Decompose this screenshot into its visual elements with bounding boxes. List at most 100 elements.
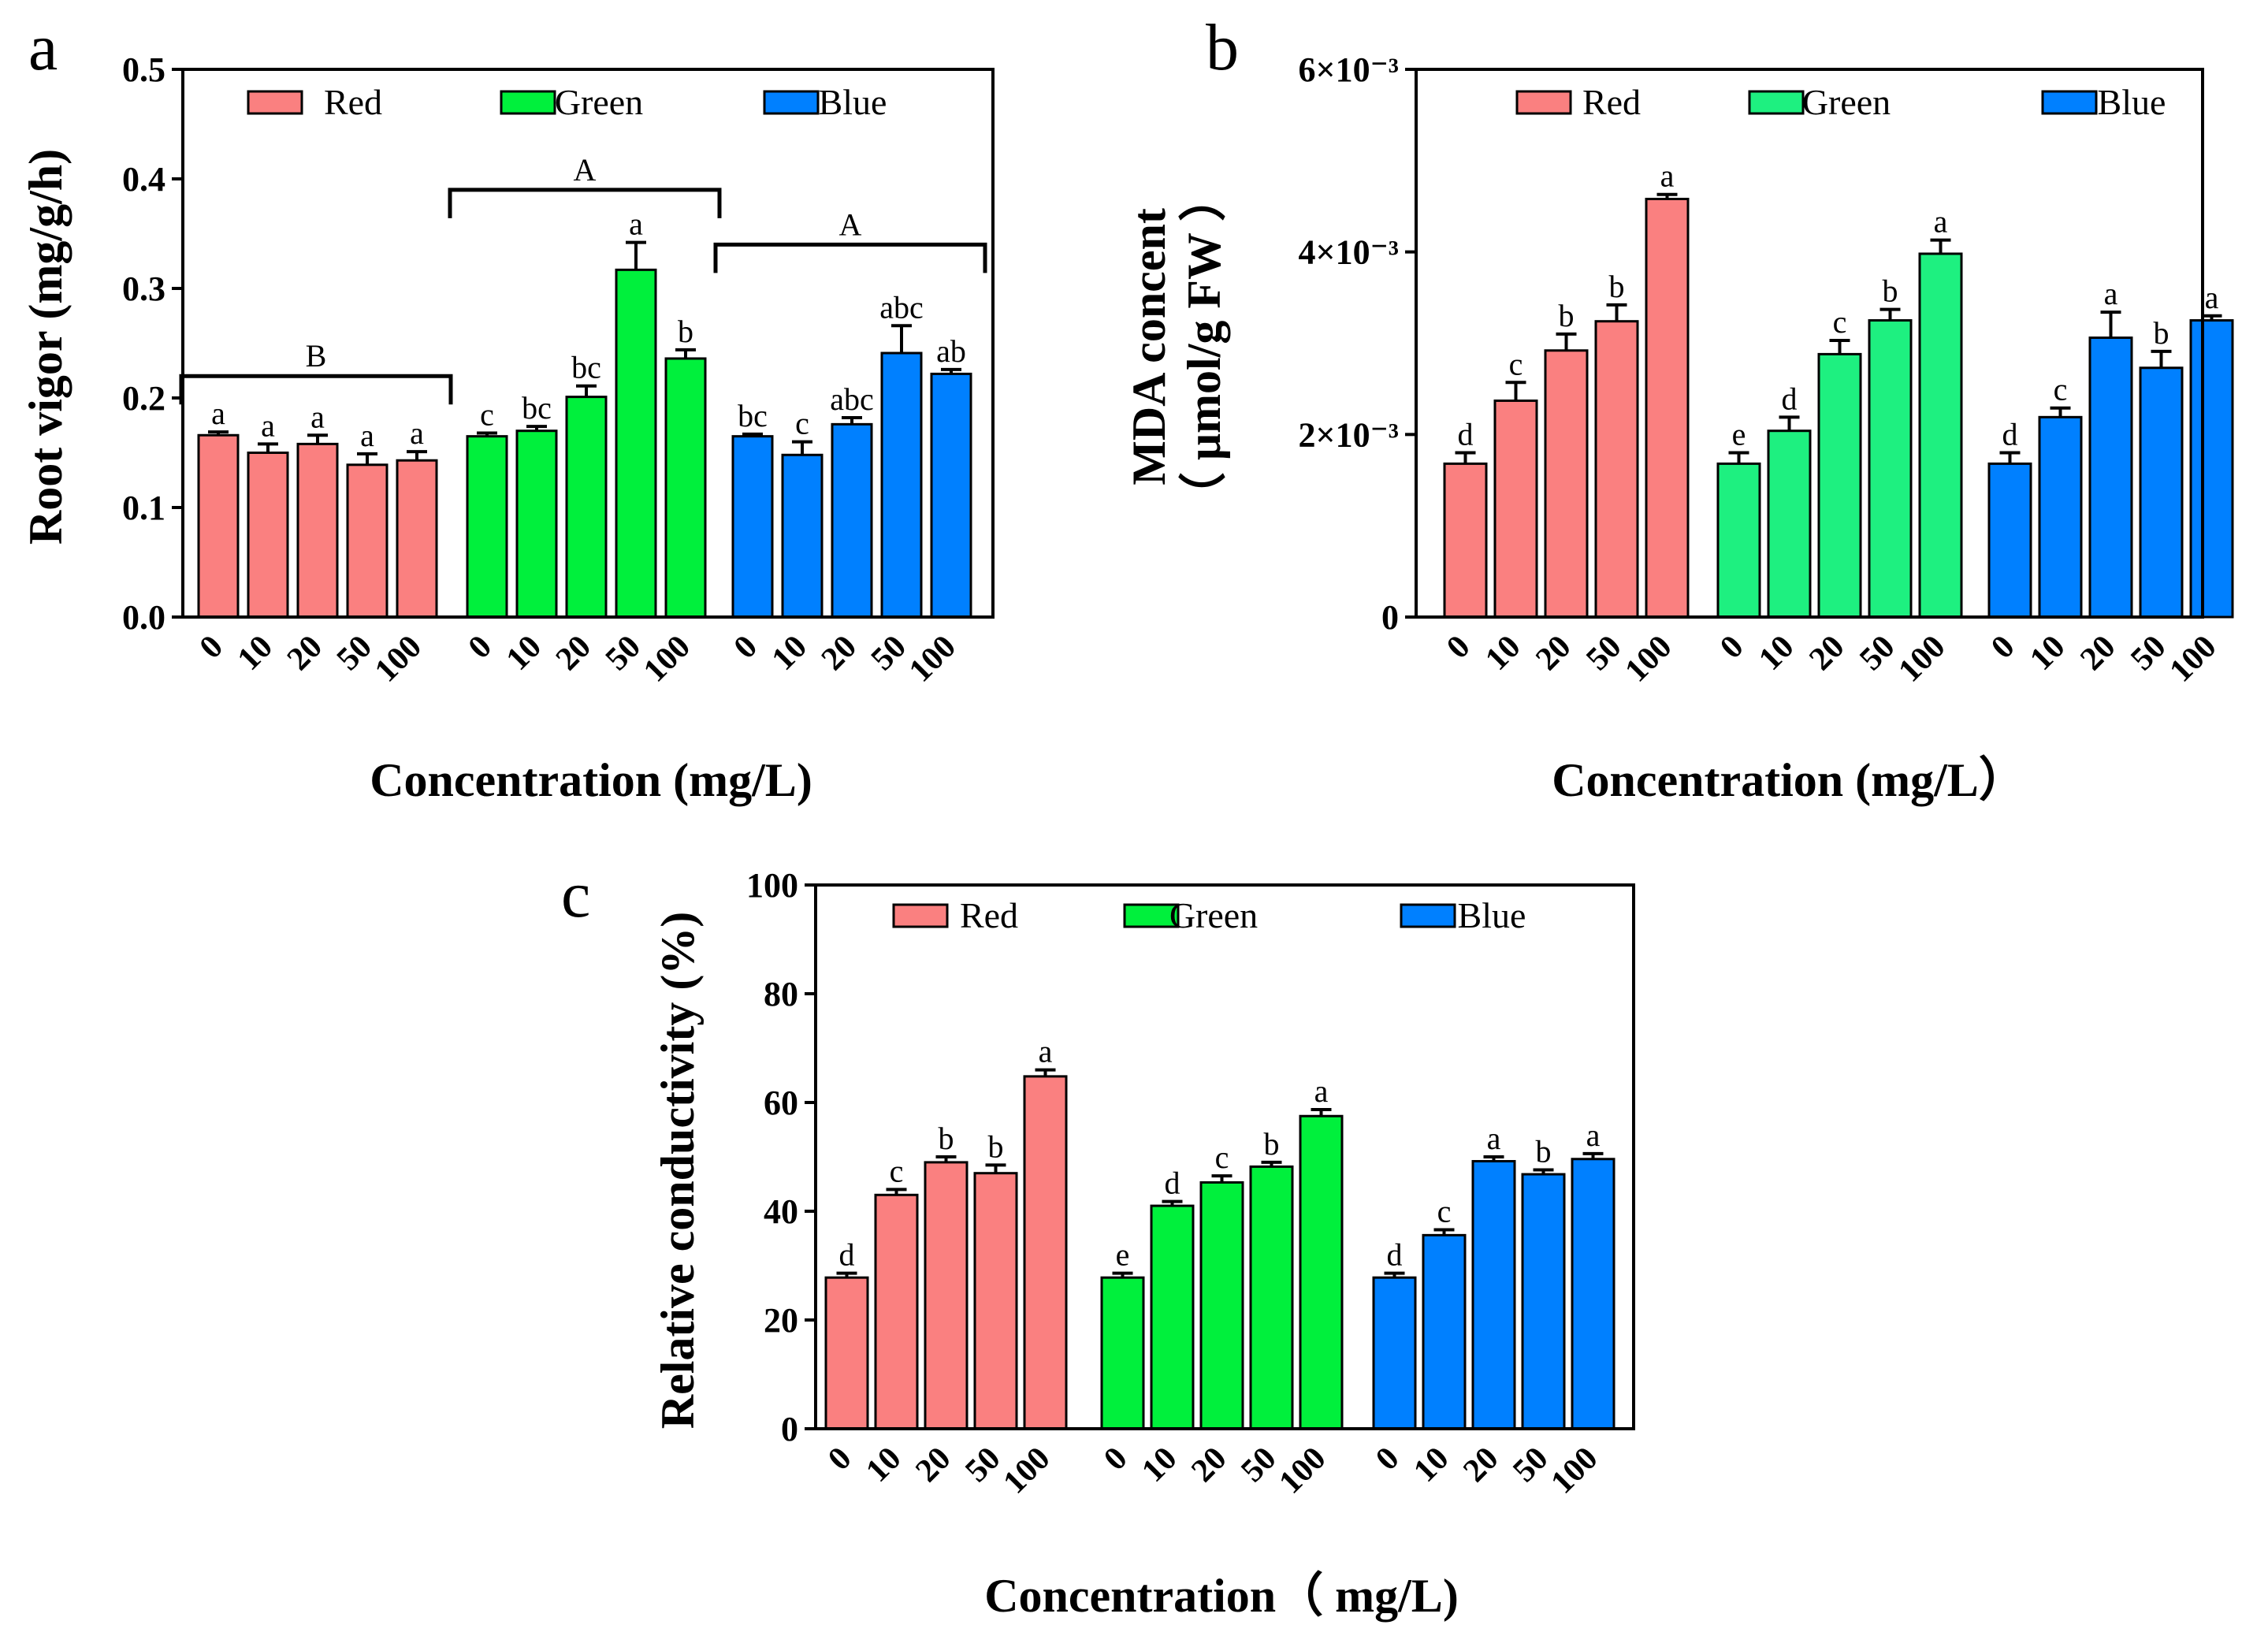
panel-c-significance-label: b [939,1121,954,1156]
panel-a-bar [296,442,339,619]
panel-b-x-tick-label: 50 [1853,629,1902,678]
panel-a-x-tick-label: 0 [193,629,230,666]
panel-b-x-tick-label: 20 [1529,629,1578,678]
panel-a-bar [197,433,240,619]
panel-a-x-axis-title: Concentration (mg/L) [370,754,812,806]
panel-c-legend-swatch [892,903,949,928]
panel-b-legend-label: Green [1802,82,1891,122]
panel-b-legend-label: Blue [2098,82,2166,122]
panel-b-axis-frame [1415,68,2204,619]
panel-b-bar [1767,429,1812,619]
panel-c-y-tick-label: 60 [764,1084,798,1122]
panel-c-legend-swatch [1400,903,1456,928]
panel-b-x-tick-label: 20 [2073,629,2122,678]
panel-b-y-tick-label: 4×10⁻³ [1299,233,1400,272]
panel-a-significance-label: a [410,415,424,451]
panel-a-legend-swatch [247,90,303,115]
panel-b-bar [1493,399,1538,619]
panel-c-x-tick-label: 100 [1272,1441,1333,1501]
panel-c-x-tick-label: 10 [1135,1441,1184,1489]
panel-c-axis-frame [814,883,1635,1430]
panel-a-legend-label: Green [555,82,643,122]
panel-a-significance-label: ab [936,333,966,369]
panel-c-y-tick-label: 100 [746,866,798,905]
panel-a-x-tick-label: 20 [549,629,598,678]
panel-a-x-tick-label: 20 [281,629,329,678]
panel-a-bar [930,372,972,619]
panel-a-x-tick-label: 100 [637,629,697,690]
panel-b-bar [2139,366,2184,619]
panel-c-significance-label: b [1536,1134,1552,1169]
panel-b-significance-label: c [2054,372,2068,407]
panel-b-y-tick-label: 2×10⁻³ [1299,415,1400,454]
panel-c-x-tick-label: 10 [1407,1441,1456,1489]
panel-c-x-tick-label: 0 [1097,1441,1134,1478]
panel-c-x-axis-title: Concentration（ mg/L) [984,1569,1459,1622]
panel-a-legend-swatch [500,90,556,115]
panel-c-x-tick-label: 50 [1506,1441,1555,1489]
panel-c-bar [1100,1276,1145,1430]
panel-c-legend-label: Green [1169,895,1258,935]
panel-c-bar [973,1172,1018,1430]
panel-b-y-axis-title-units: （ μmol/g FW ） [1177,174,1230,519]
panel-c-y-axis-title: Relative conductivity (%) [652,912,704,1430]
panel-c-significance-label: a [1487,1121,1501,1156]
panel-a-bar [781,453,824,619]
panel-b-x-tick-label: 100 [1618,629,1679,690]
panel-c-significance-label: a [1039,1034,1053,1069]
panel-b-bar [2189,319,2234,619]
panel-b-bar [1544,349,1589,619]
panel-b-significance-label: d [1458,417,1474,452]
panel-b-legend-swatch [2041,90,2098,115]
panel-b-significance-label: b [1883,273,1898,309]
panel-c-bar [1471,1160,1516,1430]
panel-b-bar [2088,336,2133,619]
panel-c-bar [1150,1204,1195,1430]
panel-a-bar [466,435,508,619]
panel-b-x-tick-label: 0 [1713,629,1750,666]
panel-c-bar [1249,1165,1294,1430]
panel-a-significance-label: bc [738,398,768,433]
panel-c-significance-label: a [1314,1073,1329,1109]
panel-c-y-tick-label: 40 [764,1192,798,1231]
panel-c-letter: c [561,858,590,931]
panel-b-bar [2038,415,2083,619]
panel-c-legend-swatch [1123,903,1180,928]
panel-a-y-tick-label: 0.4 [122,160,165,199]
panel-a-significance-label: a [211,396,225,431]
panel-b-significance-label: e [1732,417,1746,452]
panel-a-significance-label: bc [571,350,601,385]
panel-a-x-tick-label: 20 [815,629,864,678]
panel-c-bar [1023,1075,1068,1430]
panel-c-significance-label: d [839,1237,855,1273]
panel-a-significance-label: c [795,406,809,441]
panel-b-y-axis-title: MDA concent [1123,208,1175,485]
panel-b-significance-label: d [1782,381,1798,416]
panel-c-x-tick-label: 0 [1369,1441,1406,1478]
panel-c-legend: Red Green Blue [892,895,1526,935]
panel-a-bar [515,429,558,619]
panel-c-x-tick-label: 100 [996,1441,1057,1501]
panel-c-bar [924,1161,969,1430]
panel-a-bar [831,422,873,619]
panel-c-x-tick-label: 20 [909,1441,957,1489]
panel-a-significance-label: c [480,396,494,432]
panel-c-x-tick-label: 100 [1544,1441,1604,1501]
panel-a-significance-label: a [310,399,325,434]
panel-a-y-tick-label: 0.2 [122,379,165,418]
panel-a-x-tick-label: 0 [462,629,499,666]
panel-b-legend-label: Red [1582,82,1641,122]
panel-a-x-tick-label: 50 [330,629,379,678]
panel-a-significance-label: a [360,418,374,453]
panel-a-bar [731,435,774,619]
panel-b-x-tick-label: 0 [1984,629,2021,666]
panel-b-x-tick-label: 10 [2023,629,2072,678]
panel-a-bar [346,463,389,619]
panel-b-bar [1817,352,1862,619]
panel-c-bar [1422,1233,1467,1430]
panel-a-x-tick-label: 10 [500,629,548,678]
panel-a-group-bracket [448,188,722,218]
panel-b-legend-swatch [1748,90,1805,115]
panel-b-bar [1868,319,1913,619]
